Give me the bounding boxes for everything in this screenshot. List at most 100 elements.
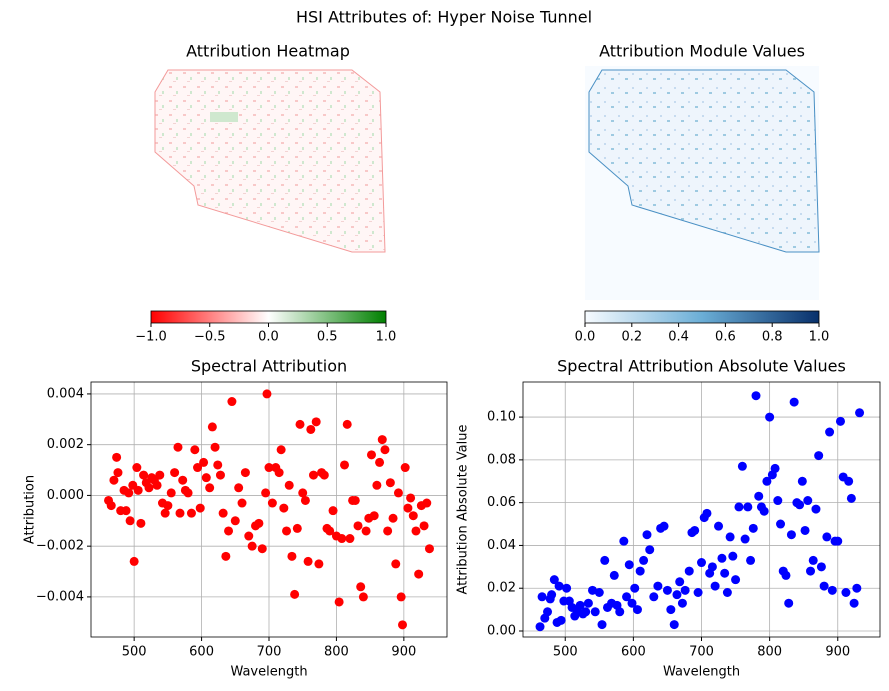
point <box>234 483 244 493</box>
point <box>781 570 791 580</box>
point <box>731 575 741 585</box>
point <box>124 488 134 498</box>
point <box>770 463 780 473</box>
point <box>424 544 434 554</box>
colorbar-tick-label: 1.0 <box>809 330 830 345</box>
point <box>398 620 407 630</box>
x-tick-label: 500 <box>553 645 578 660</box>
point <box>639 555 649 565</box>
point <box>684 566 694 576</box>
colorbar-tick-label: 1.0 <box>376 330 397 345</box>
point <box>325 526 335 536</box>
point <box>224 526 234 536</box>
colorbar-tick-label: 0.4 <box>668 330 689 345</box>
point <box>846 493 856 503</box>
point <box>543 607 553 617</box>
y-tick-label: 0.004 <box>47 386 84 401</box>
y-tick-label: 0.02 <box>487 581 516 596</box>
point <box>213 460 223 470</box>
point <box>125 516 135 526</box>
point <box>852 583 862 593</box>
colorbar-tick-label: 0.6 <box>715 330 736 345</box>
point <box>279 503 289 513</box>
point <box>827 585 837 595</box>
point <box>350 495 360 505</box>
point <box>414 569 424 579</box>
colorbar-tick-label: 0.8 <box>762 330 783 345</box>
point <box>748 523 758 533</box>
point <box>267 498 277 508</box>
point <box>353 521 363 531</box>
point <box>653 581 663 591</box>
point <box>672 590 682 600</box>
point <box>816 562 826 572</box>
point <box>340 460 350 470</box>
point <box>659 521 669 531</box>
x-axis-label: Wavelength <box>663 665 740 680</box>
point <box>106 501 116 511</box>
point <box>230 516 240 526</box>
module-image <box>585 66 820 300</box>
point <box>163 501 173 511</box>
point <box>728 551 738 561</box>
point <box>751 391 761 401</box>
point <box>422 498 432 508</box>
point <box>746 555 756 565</box>
point <box>822 532 832 542</box>
point <box>642 530 652 540</box>
chart-title: Attribution Module Values <box>599 42 805 61</box>
point <box>345 534 355 544</box>
point <box>624 560 634 570</box>
point <box>725 532 735 542</box>
point <box>155 470 165 480</box>
y-tick-label: 0.04 <box>487 538 516 553</box>
point <box>411 526 421 536</box>
point <box>795 500 805 510</box>
point <box>205 483 215 493</box>
colorbar-tick-label: −0.5 <box>194 330 226 345</box>
point <box>319 470 329 480</box>
point <box>797 476 807 486</box>
point <box>562 583 572 593</box>
point <box>383 526 393 536</box>
point <box>583 598 593 608</box>
point <box>710 581 720 591</box>
point <box>844 476 854 486</box>
x-axis-label: Wavelength <box>230 665 307 680</box>
point <box>400 463 410 473</box>
x-tick-label: 700 <box>689 645 714 660</box>
point <box>743 502 753 512</box>
point <box>290 589 300 599</box>
chart-title: Spectral Attribution Absolute Values <box>557 357 846 376</box>
y-tick-label: 0.000 <box>47 488 84 503</box>
point <box>366 450 376 460</box>
point <box>622 592 632 602</box>
point <box>178 475 188 485</box>
point <box>762 476 772 486</box>
point <box>776 519 786 529</box>
point <box>759 506 769 516</box>
point <box>372 480 382 490</box>
y-tick-label: 0.00 <box>487 624 516 639</box>
point <box>581 607 591 617</box>
point <box>375 457 385 467</box>
point <box>669 620 679 630</box>
point <box>210 442 220 452</box>
y-axis-label: Attribution <box>23 475 38 544</box>
axes-frame <box>90 381 448 638</box>
point <box>740 534 750 544</box>
point <box>393 488 403 498</box>
colorbar <box>150 310 387 324</box>
point <box>680 585 690 595</box>
point <box>136 518 146 528</box>
point <box>342 419 352 429</box>
point <box>314 559 324 569</box>
point <box>707 562 717 572</box>
point <box>403 503 413 513</box>
point <box>649 592 659 602</box>
point <box>369 511 379 521</box>
point <box>262 389 272 399</box>
point <box>173 442 183 452</box>
colorbar-tick-label: 0.5 <box>317 330 338 345</box>
